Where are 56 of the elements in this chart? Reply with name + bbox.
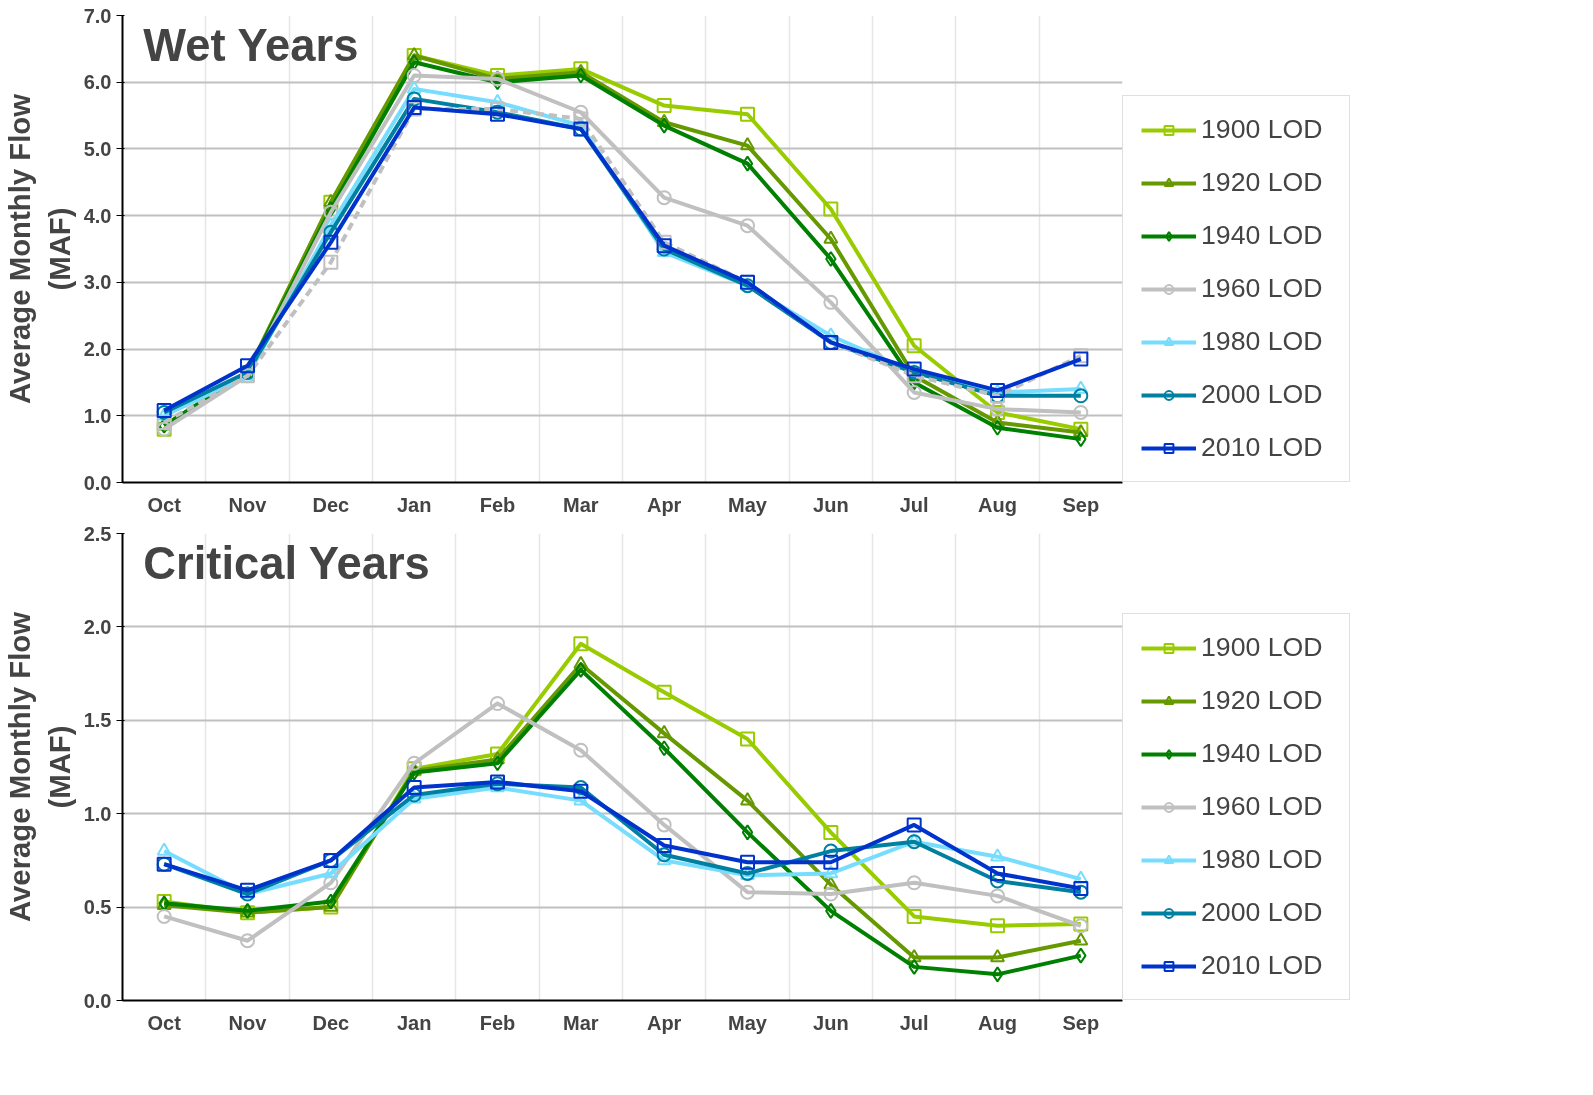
y-axis-title: Average Monthly Flow (MAF) xyxy=(3,611,76,923)
legend-label: 2010 LOD xyxy=(1201,432,1324,463)
x-tick-label: Nov xyxy=(228,493,268,516)
legend-label: 1960 LOD xyxy=(1201,791,1324,822)
x-tick-label: Apr xyxy=(646,493,682,516)
legend-label: 2000 LOD xyxy=(1201,897,1324,928)
chart-title: Wet Years xyxy=(143,19,359,71)
legend-label: 1900 LOD xyxy=(1201,632,1324,663)
x-tick-label: May xyxy=(728,493,768,516)
legend-label: 1900 LOD xyxy=(1201,114,1324,145)
x-tick-label: Apr xyxy=(646,1011,682,1034)
x-tick-label: Oct xyxy=(147,493,182,516)
x-tick-label: Nov xyxy=(228,1011,268,1034)
y-tick-label: 0.0 xyxy=(83,471,112,494)
x-tick-label: Jul xyxy=(899,1011,929,1034)
x-tick-label: Jan xyxy=(396,493,432,516)
x-tick-label: Feb xyxy=(479,1011,516,1034)
x-tick-label: Mar xyxy=(563,1011,599,1034)
y-tick-label: 7.0 xyxy=(83,4,112,27)
x-tick-label: Sep xyxy=(1062,493,1100,516)
x-tick-label: May xyxy=(728,1011,768,1034)
chart-title: Critical Years xyxy=(143,537,430,589)
x-tick-label: Feb xyxy=(479,493,516,516)
x-tick-label: Dec xyxy=(312,1011,350,1034)
y-tick-label: 0.5 xyxy=(83,896,112,919)
y-tick-label: 2.5 xyxy=(83,522,112,545)
y-tick-label: 3.0 xyxy=(83,271,112,294)
legend-label: 1940 LOD xyxy=(1201,220,1324,251)
y-tick-label: 0.0 xyxy=(83,989,112,1012)
x-tick-label: Mar xyxy=(563,493,599,516)
y-tick-label: 1.0 xyxy=(83,404,112,427)
legend-label: 1920 LOD xyxy=(1201,685,1324,716)
y-tick-label: 2.0 xyxy=(83,615,112,638)
legend-label: 1980 LOD xyxy=(1201,844,1324,875)
y-tick-label: 5.0 xyxy=(83,137,112,160)
x-tick-label: Oct xyxy=(147,1011,182,1034)
x-tick-label: Aug xyxy=(978,493,1017,516)
legend-label: 2000 LOD xyxy=(1201,379,1324,410)
y-axis-title: Average Monthly Flow (MAF) xyxy=(3,93,76,405)
legend-label: 1940 LOD xyxy=(1201,738,1324,769)
x-tick-label: Sep xyxy=(1062,1011,1100,1034)
x-tick-label: Jul xyxy=(899,493,929,516)
legend-label: 2010 LOD xyxy=(1201,950,1324,981)
x-tick-label: Dec xyxy=(312,493,350,516)
x-tick-label: Jun xyxy=(813,493,849,516)
legend-label: 1960 LOD xyxy=(1201,273,1324,304)
x-tick-label: Aug xyxy=(978,1011,1017,1034)
y-tick-label: 1.0 xyxy=(83,802,112,825)
y-tick-label: 2.0 xyxy=(83,338,112,361)
legend-label: 1980 LOD xyxy=(1201,326,1324,357)
y-tick-label: 1.5 xyxy=(83,709,112,732)
y-tick-label: 6.0 xyxy=(83,71,112,94)
x-tick-label: Jan xyxy=(396,1011,432,1034)
legend-label: 1920 LOD xyxy=(1201,167,1324,198)
x-tick-label: Jun xyxy=(813,1011,849,1034)
y-tick-label: 4.0 xyxy=(83,204,112,227)
